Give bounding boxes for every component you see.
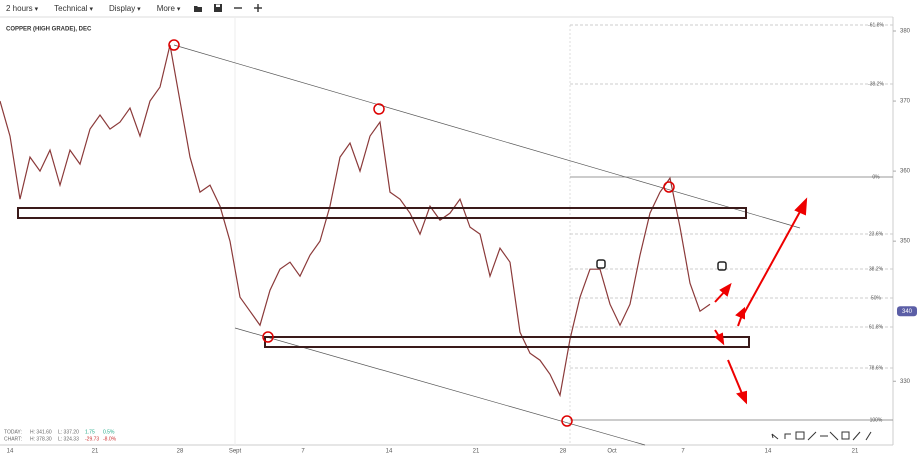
info-text: H: 341.60	[30, 429, 52, 435]
price	[0, 44, 711, 398]
pivot	[262, 331, 274, 343]
pivot	[561, 415, 573, 427]
open-icon[interactable]	[193, 3, 203, 13]
y-tick-label: 380	[900, 29, 911, 35]
pivot	[168, 39, 180, 51]
chart-title: COPPER (HIGH GRADE), DEC	[6, 27, 92, 33]
tool[interactable]	[807, 431, 817, 441]
x-tick-label: 14	[386, 449, 393, 455]
tool[interactable]	[795, 431, 805, 440]
x-tick-label: 14	[7, 449, 14, 455]
y-tick-label: 330	[900, 379, 911, 385]
menu-item[interactable]: 2 hours	[0, 4, 44, 13]
arrow	[727, 359, 744, 397]
save-icon[interactable]	[213, 3, 223, 13]
tool[interactable]	[771, 433, 779, 440]
x-tick-label: 21	[92, 449, 99, 455]
price-line	[0, 44, 711, 398]
arrow-head	[735, 306, 745, 320]
x-tick-label: 21	[852, 449, 859, 455]
info-text: CHART:	[4, 436, 22, 442]
trend-line	[234, 327, 646, 446]
tool[interactable]	[784, 433, 791, 439]
tool[interactable]	[865, 431, 872, 441]
fib-levels: -61.8% -38.2% 0% 23.6% 38.2% 50% 61.8% 78.6% 100…	[570, 22, 893, 423]
info-text: -8.0%	[103, 436, 117, 442]
x-tick-label: 7	[681, 449, 685, 455]
info-text: -29.73	[85, 436, 99, 442]
price-tag	[897, 306, 917, 317]
fib-label: 100%	[870, 417, 883, 423]
info-text: L: 337.20	[58, 429, 79, 435]
pivot	[663, 181, 675, 193]
zone	[264, 336, 750, 348]
y-tick-label: 370	[900, 99, 911, 105]
x-tick-label: 7	[301, 449, 305, 455]
menu-item[interactable]: More	[151, 4, 187, 13]
info-text: H: 378.30	[30, 436, 52, 442]
tool[interactable]	[852, 431, 861, 441]
price-tag-label: 340	[902, 309, 913, 315]
trend-line	[173, 44, 801, 229]
x-tick-label: 28	[560, 449, 567, 455]
x-tick-label: Sept	[229, 449, 242, 455]
fib-label: -61.8%	[868, 22, 884, 28]
fib-label: 50%	[871, 295, 882, 301]
info: TODAY: H: 341.60 L: 337.20 1.75 0.5% CHART: H:…	[4, 429, 117, 442]
menu-item[interactable]: Display	[103, 4, 147, 13]
x-tick-label: 21	[473, 449, 480, 455]
zone	[17, 207, 747, 219]
fib-label: 78.6%	[869, 365, 884, 371]
x-tick-label: 14	[765, 449, 772, 455]
fib-label: 61.8%	[869, 324, 884, 330]
marker	[717, 261, 727, 271]
arrow-head	[794, 197, 808, 216]
x-tick-label: Oct	[607, 449, 617, 455]
toolbar: 2 hours Technical Display More	[0, 0, 920, 16]
fib-label: 0%	[872, 174, 880, 180]
pivot	[373, 103, 385, 115]
annotations	[17, 39, 801, 446]
y-tick-label: 360	[900, 169, 911, 175]
fib-label: -38.2%	[868, 81, 884, 87]
info-text: 1.75	[85, 429, 95, 435]
x-tick-label: 28	[177, 449, 184, 455]
info-text: 0.5%	[103, 429, 115, 435]
arrows	[714, 197, 808, 405]
arrow-head	[719, 282, 732, 297]
arrow	[741, 207, 803, 318]
drawing-tools[interactable]	[771, 431, 872, 441]
marker	[596, 259, 606, 269]
info-text: TODAY:	[4, 429, 22, 435]
arrow-head	[736, 390, 747, 405]
tool[interactable]	[841, 431, 850, 440]
fib-label: 23.6%	[869, 231, 884, 237]
zoom-in-icon[interactable]	[253, 3, 263, 13]
zoom-out-icon[interactable]	[233, 3, 243, 13]
tool[interactable]	[829, 431, 839, 441]
fib-label: 38.2%	[869, 266, 884, 272]
menu-item[interactable]: Technical	[48, 4, 99, 13]
info-text: L: 324.33	[58, 436, 79, 442]
arrow-head	[714, 332, 725, 346]
y-tick-label: 350	[900, 239, 911, 245]
